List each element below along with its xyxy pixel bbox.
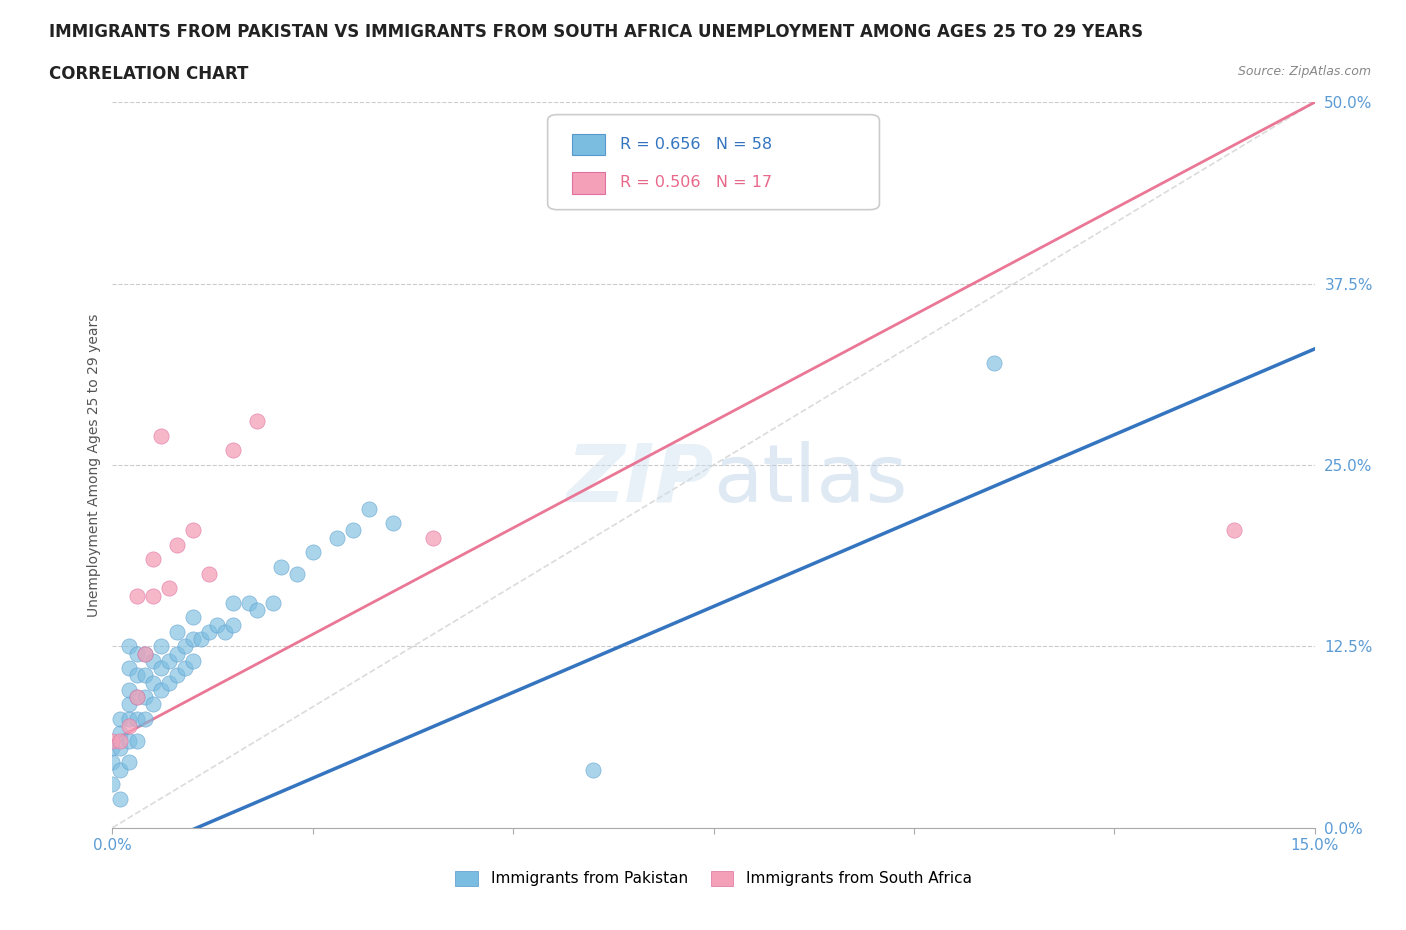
Bar [572,172,606,193]
Point [117,711,139,726]
Point [222,618,245,632]
Point [117,697,139,711]
Point [101,755,124,770]
Point [326,530,349,545]
Point [117,683,139,698]
Text: CORRELATION CHART: CORRELATION CHART [49,65,249,83]
Point [134,646,156,661]
Point [181,654,204,669]
Point [205,618,228,632]
Text: atlas: atlas [713,441,908,519]
Y-axis label: Unemployment Among Ages 25 to 29 years: Unemployment Among Ages 25 to 29 years [87,313,101,617]
Point [238,595,260,610]
Point [382,515,405,530]
Point [149,660,172,675]
Point [157,654,180,669]
Point [222,443,245,458]
Text: ZIP: ZIP [567,441,713,519]
Point [117,660,139,675]
Point [110,791,132,806]
Point [157,675,180,690]
Point [125,690,148,705]
Point [125,690,148,705]
Point [110,763,132,777]
Point [983,356,1005,371]
Point [197,624,219,639]
Text: R = 0.506   N = 17: R = 0.506 N = 17 [620,176,772,191]
Point [246,414,269,429]
Point [246,603,269,618]
Point [125,711,148,726]
Point [422,530,444,545]
Point [149,429,172,444]
Point [149,683,172,698]
Point [149,639,172,654]
Point [357,501,380,516]
Bar [572,134,606,155]
Point [173,639,195,654]
Point [125,588,148,603]
Point [270,559,292,574]
Point [181,631,204,646]
Point [166,646,188,661]
Legend: Immigrants from Pakistan, Immigrants from South Africa: Immigrants from Pakistan, Immigrants fro… [450,864,977,893]
Point [101,740,124,755]
Point [141,675,163,690]
Point [117,719,139,734]
Point [125,668,148,683]
Point [166,624,188,639]
Point [134,711,156,726]
Point [134,690,156,705]
Point [125,733,148,748]
Point [110,733,132,748]
Text: Source: ZipAtlas.com: Source: ZipAtlas.com [1237,65,1371,78]
Point [214,624,236,639]
Point [190,631,212,646]
Text: IMMIGRANTS FROM PAKISTAN VS IMMIGRANTS FROM SOUTH AFRICA UNEMPLOYMENT AMONG AGES: IMMIGRANTS FROM PAKISTAN VS IMMIGRANTS F… [49,23,1143,41]
Point [166,668,188,683]
Point [166,538,188,552]
Point [117,755,139,770]
Point [262,595,284,610]
Point [582,763,605,777]
Point [302,545,325,560]
FancyBboxPatch shape [548,114,879,209]
Point [181,523,204,538]
Point [173,660,195,675]
Point [222,595,245,610]
Point [141,551,163,566]
Point [181,610,204,625]
Point [134,646,156,661]
Text: R = 0.656   N = 58: R = 0.656 N = 58 [620,137,772,153]
Point [285,566,308,581]
Point [197,566,219,581]
Point [141,697,163,711]
Point [1223,523,1246,538]
Point [141,588,163,603]
Point [101,733,124,748]
Point [110,740,132,755]
Point [110,726,132,741]
Point [101,777,124,791]
Point [110,711,132,726]
Point [141,654,163,669]
Point [342,523,364,538]
Point [125,646,148,661]
Point [134,668,156,683]
Point [157,581,180,596]
Point [117,733,139,748]
Point [117,639,139,654]
